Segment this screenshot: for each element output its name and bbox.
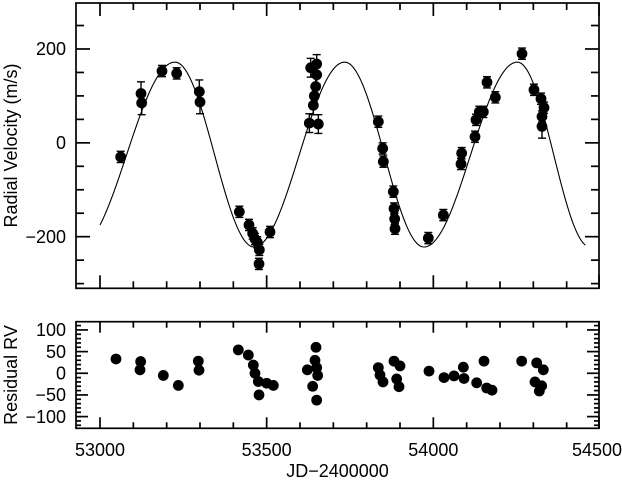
x-tick-label: 54000 [408, 440, 458, 460]
rv-y-axis-title: Radial Velocity (m/s) [1, 63, 21, 227]
residual-data-point [242, 349, 254, 361]
residual-data-point [471, 377, 483, 389]
y-tick-label: −200 [25, 227, 66, 247]
rv-data-point [311, 69, 323, 81]
rv-data-point [481, 76, 493, 88]
rv-data-point [377, 143, 389, 154]
x-tick-label: 54500 [572, 440, 622, 460]
residual-data-point [192, 355, 204, 367]
residual-data-point [267, 380, 279, 391]
residual-data-point [232, 344, 244, 356]
rv-data-point [437, 209, 449, 221]
residual-data-point [457, 361, 469, 373]
residual-data-point [193, 364, 205, 376]
rv-data-point [469, 131, 481, 143]
rv-data-point [516, 48, 528, 60]
rv-data-point [387, 186, 399, 198]
residual-data-point [448, 370, 460, 382]
rv-data-point [489, 91, 501, 103]
rv-data-point [253, 244, 265, 256]
rv-data-point [264, 226, 276, 238]
residual-data-point [394, 360, 406, 372]
rv-data-point [310, 81, 322, 92]
y-tick-label: 0 [56, 133, 66, 153]
rv-data-point [535, 93, 547, 105]
rv-data-point [372, 116, 384, 128]
residual-data-point [249, 367, 261, 379]
rv-data-point [243, 219, 255, 231]
rv-data-point [538, 102, 550, 114]
rv-data-point [194, 96, 206, 108]
rv-data-point [115, 151, 127, 163]
rv-data-point [136, 97, 148, 109]
y-tick-label: 0 [56, 363, 66, 383]
residual-data-point [301, 364, 313, 376]
x-tick-label: 53000 [75, 440, 125, 460]
x-axis-title: JD−2400000 [286, 461, 389, 481]
axis-frame [75, 320, 600, 430]
residual-data-point [247, 359, 259, 371]
rv-data-point [477, 106, 489, 118]
model-curve [99, 61, 586, 248]
residual-y-axis-title: Residual RV [1, 325, 21, 425]
rv-data-point [171, 67, 183, 79]
rv-data-point [253, 258, 265, 270]
rv-data-point [377, 156, 389, 168]
rv-data-point [388, 203, 400, 214]
residual-data-point [307, 380, 319, 392]
y-tick-label: −50 [35, 385, 66, 405]
residual-data-point [252, 376, 264, 387]
rv-data-point [308, 90, 320, 102]
axis-frame [75, 2, 600, 290]
rv-data-point [307, 99, 319, 111]
y-tick-label: 200 [36, 39, 66, 59]
residual-data-point [438, 372, 450, 383]
residual-data-point [486, 384, 498, 396]
rv-data-point [528, 84, 540, 96]
residual-data-point [135, 356, 147, 367]
residual-data-point [253, 389, 265, 401]
residual-data-point [458, 373, 470, 384]
residual-data-point [516, 355, 528, 367]
residual-data-point [134, 364, 146, 376]
y-tick-label: 100 [36, 320, 66, 340]
rv-data-point [303, 117, 315, 129]
residual-data-point [157, 370, 169, 381]
y-tick-label: 50 [46, 342, 66, 362]
residual-data-point [311, 394, 323, 406]
rv-data-point [156, 65, 168, 77]
rv-data-point [311, 58, 323, 70]
rv-data-point [193, 86, 205, 98]
rv-data-point [135, 88, 147, 99]
residual-data-point [110, 353, 122, 365]
rv-data-point [536, 111, 548, 122]
rv-data-point [389, 213, 401, 225]
residual-data-point [377, 376, 389, 388]
residual-data-point [312, 370, 324, 381]
rv-data-point [312, 118, 324, 130]
residual-data-point [310, 341, 322, 353]
rv-data-point [455, 158, 467, 170]
residual-data-point [531, 357, 543, 369]
rv-data-point [233, 206, 245, 218]
rv-panel: 200 0 −200 [25, 2, 600, 290]
residual-data-point [393, 381, 405, 393]
residual-data-point [537, 364, 549, 376]
rv-data-point [389, 223, 401, 235]
y-tick-label: −100 [25, 407, 66, 427]
residual-data-point [533, 385, 545, 397]
rv-data-point [422, 232, 434, 244]
residual-data-point [423, 365, 435, 377]
residual-data-point [172, 380, 184, 391]
residual-data-point [478, 355, 490, 367]
rv-data-point [536, 121, 548, 132]
x-tick-label: 53500 [242, 440, 292, 460]
rv-data-point [456, 147, 468, 159]
